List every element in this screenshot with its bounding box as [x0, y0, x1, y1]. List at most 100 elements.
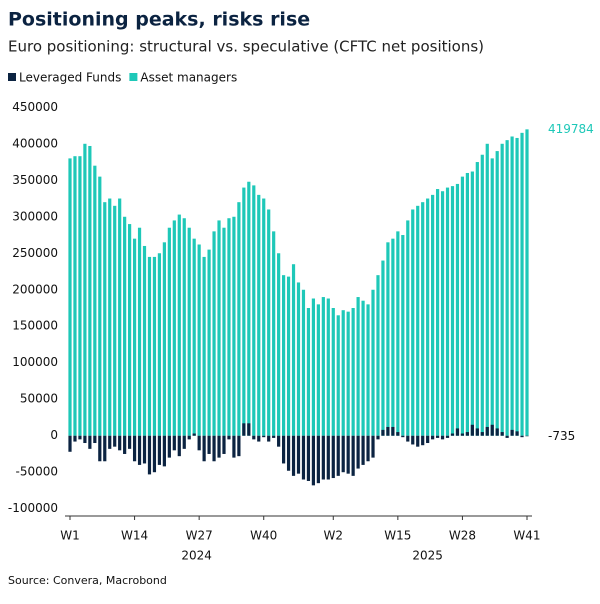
bar — [391, 426, 395, 436]
bar — [257, 194, 261, 436]
y-tick-label: -50000 — [15, 465, 58, 479]
bar — [510, 136, 514, 436]
bar — [262, 198, 266, 436]
bar — [177, 214, 181, 436]
end-value-label: -735 — [548, 429, 575, 443]
bar — [68, 158, 72, 436]
y-tick-label: 150000 — [12, 319, 58, 333]
bar — [296, 282, 301, 436]
bar — [470, 171, 474, 436]
source: Source: Convera, Macrobond — [8, 574, 167, 587]
bar — [460, 176, 465, 436]
bar — [336, 315, 340, 436]
bar — [182, 218, 186, 436]
bar — [212, 435, 216, 462]
bar — [381, 260, 385, 436]
bar — [132, 435, 137, 462]
x-tick-label: W41 — [513, 529, 540, 543]
y-tick-label: 200000 — [12, 282, 58, 296]
bar — [103, 435, 107, 462]
bar — [157, 253, 162, 436]
bar — [515, 431, 519, 436]
bar — [445, 435, 450, 438]
bar — [445, 187, 450, 436]
y-tick-label: 0 — [50, 428, 58, 442]
bar — [88, 145, 92, 436]
bar — [277, 253, 281, 436]
bar — [172, 435, 176, 451]
bar — [431, 194, 435, 436]
bar — [118, 435, 122, 451]
bar — [376, 275, 380, 436]
bar — [366, 435, 370, 462]
bar — [386, 242, 390, 436]
bar — [132, 238, 137, 436]
bar — [286, 276, 291, 436]
bar — [147, 256, 152, 436]
bar — [78, 156, 82, 436]
bar — [376, 435, 380, 440]
bar — [98, 435, 102, 462]
bar — [207, 249, 211, 436]
bar — [83, 435, 87, 444]
bar — [316, 304, 320, 436]
bar — [192, 238, 196, 436]
legend-label: Leveraged Funds — [19, 71, 121, 85]
bar — [346, 435, 350, 474]
bar — [311, 298, 316, 436]
bar — [296, 435, 301, 474]
chart-subtitle: Euro positioning: structural vs. specula… — [8, 38, 484, 56]
bar — [227, 435, 231, 440]
bar — [123, 435, 127, 454]
bar — [510, 429, 514, 436]
bar — [197, 244, 201, 436]
bar — [416, 205, 420, 436]
bar — [416, 435, 420, 447]
bar — [361, 300, 365, 436]
bar — [242, 187, 246, 436]
bar — [480, 154, 484, 436]
bar — [411, 209, 415, 436]
bar — [406, 435, 410, 442]
bar — [435, 189, 440, 436]
bar — [291, 435, 296, 476]
bar — [242, 423, 246, 436]
y-tick-label: 50000 — [20, 392, 58, 406]
bar — [78, 435, 82, 440]
bar — [475, 428, 479, 436]
bar — [356, 435, 360, 469]
bar — [406, 220, 410, 436]
bar — [331, 435, 335, 479]
bar — [475, 162, 479, 436]
y-tick-label: 350000 — [12, 173, 58, 187]
y-tick-label: 300000 — [12, 209, 58, 223]
bar — [301, 289, 306, 436]
bar — [361, 435, 365, 465]
bar — [381, 429, 385, 436]
bar — [118, 198, 122, 436]
bar — [515, 137, 519, 436]
bar — [272, 435, 276, 438]
bar — [252, 435, 256, 440]
bar — [147, 435, 152, 475]
bar — [426, 435, 430, 444]
bar — [207, 435, 211, 454]
bar — [440, 435, 445, 440]
bar — [331, 308, 335, 436]
bar — [162, 242, 166, 436]
bar — [326, 435, 330, 480]
bar — [450, 186, 455, 436]
bar — [73, 156, 77, 436]
bar — [435, 435, 440, 438]
bar — [88, 435, 92, 449]
x-tick-label: W15 — [384, 529, 411, 543]
bar — [247, 181, 251, 436]
bar — [470, 424, 474, 436]
bar — [396, 432, 400, 436]
bar — [505, 140, 509, 436]
bar — [455, 428, 460, 436]
y-tick-label: 400000 — [12, 136, 58, 150]
bar — [137, 227, 142, 436]
bar — [500, 432, 504, 436]
bar — [217, 220, 221, 436]
